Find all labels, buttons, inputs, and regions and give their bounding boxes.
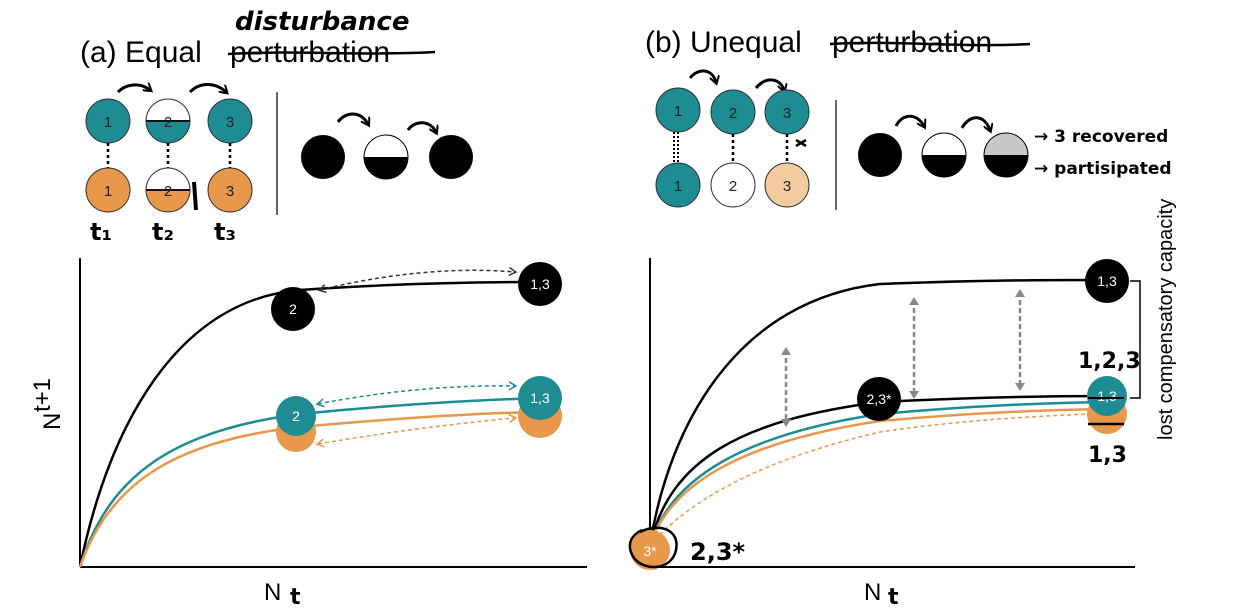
point-label: 2,3* (867, 391, 892, 407)
curved-arrow-icon (188, 83, 226, 93)
dashed-double-arrow (320, 270, 515, 290)
curved-arrow-icon (754, 78, 784, 90)
panel-b-title-prefix: (b) Unequal (645, 26, 802, 59)
point-label: 1,3 (530, 276, 550, 292)
point-black-top (1085, 259, 1129, 303)
node-label: 3 (226, 114, 234, 131)
black-curve-top (648, 278, 1106, 546)
panel-b-title: (b) Unequal perturbation (645, 26, 1031, 59)
node-bottom-1 (85, 167, 131, 213)
curved-arrow-icon (960, 116, 990, 130)
panel-b-network: 1 2 3 1 2 3 → 3 recovered → partis (655, 69, 1172, 210)
node-label: 2 (164, 114, 172, 131)
point-black-a (271, 287, 315, 331)
summary-node-full (858, 133, 902, 177)
node-label: 2 (164, 183, 172, 200)
panel-a-title-prefix: (a) Equal (80, 36, 202, 69)
y-axis-label-sup: t+1 (29, 378, 56, 412)
summary-node-full (429, 135, 473, 179)
x-axis-label-hand: t (888, 585, 899, 608)
node-label: 3 (783, 105, 791, 122)
point-teal-end (1087, 376, 1127, 416)
hand-label-origin: 2,3* (690, 538, 746, 566)
time-label: t₂ (152, 218, 174, 246)
node-label: 3 (226, 183, 234, 200)
bracket (1130, 280, 1141, 399)
y-axis-label-text: N (39, 413, 66, 430)
point-teal-b (518, 376, 562, 420)
dashed-double-arrow (318, 386, 515, 404)
node-bottom-1 (655, 162, 701, 208)
node-bottom-3 (764, 162, 810, 208)
y-axis-label: N t+1 (29, 378, 66, 430)
point-label: 1,3 (530, 390, 550, 406)
panel-a-annotation: disturbance (235, 7, 409, 37)
curved-arrow-icon (894, 114, 924, 126)
annotation-line-1: → 3 recovered (1034, 127, 1168, 147)
cross-mark (795, 138, 807, 148)
node-label: 3 (783, 178, 791, 195)
node-bottom-2 (710, 162, 756, 208)
summary-node-full (301, 135, 345, 179)
orange-curve (648, 407, 1106, 546)
strikethrough-line (829, 41, 1031, 47)
time-label: t₁ (90, 218, 112, 246)
time-label: t₃ (214, 218, 236, 246)
curved-arrow-icon (336, 112, 368, 124)
panel-a-title: (a) Equal perturbation disturbance (80, 7, 436, 69)
point-label: 3* (643, 543, 657, 559)
curved-arrow-icon (688, 69, 716, 82)
hand-circle (628, 526, 678, 569)
hand-label-right-bottom: 1,3 (1088, 443, 1127, 468)
x-axis-label-hand: t (290, 585, 301, 608)
dashed-double-arrow (318, 418, 515, 444)
annotation-line-2: → partisipated (1034, 159, 1172, 179)
node-label: 2 (729, 178, 737, 195)
curved-arrow-icon (406, 121, 436, 132)
orange-dashed-curve (649, 413, 1091, 546)
summary-node-gray-half (983, 132, 1029, 178)
node-bottom-2: 2 (145, 167, 191, 213)
x-axis-label: N (264, 579, 281, 606)
node-label: 1 (674, 178, 682, 195)
point-label: 2 (289, 301, 297, 317)
node-label: 1 (674, 103, 682, 120)
point-teal-a (276, 396, 316, 436)
summary-node-half (921, 132, 967, 178)
side-label: lost compensatory capacity (1155, 199, 1177, 440)
node-bottom-3 (207, 167, 253, 213)
node-label: 2 (729, 105, 737, 122)
point-label: 1,3 (1097, 273, 1117, 289)
node-top-2: 2 (145, 98, 191, 144)
point-label: 1,3 (1097, 388, 1117, 404)
summary-node-half (363, 134, 409, 180)
panel-a-plot: 2 1,3 2 1,3 N t N t+1 (29, 258, 587, 608)
node-label: 1 (104, 114, 112, 131)
panel-b-plot: 1,3 2,3* 1,3 3* 2,3* 1,2,3 1,3 N t lost … (628, 199, 1177, 608)
node-label: 1 (104, 183, 112, 200)
curved-arrow-icon (116, 85, 150, 94)
panel-a-network: 1 2 3 1 2 3 t₁ t₂ t₃ (85, 83, 473, 246)
point-orange-origin (630, 530, 670, 570)
teal-curve (648, 400, 1106, 546)
point-black-mid (857, 377, 901, 421)
point-black-b (518, 262, 562, 306)
hand-mark (192, 181, 198, 211)
point-label: 2 (292, 408, 300, 424)
hand-label-right-top: 1,2,3 (1078, 349, 1141, 374)
x-axis-label: N (864, 579, 881, 606)
strikethrough-line (227, 50, 436, 56)
